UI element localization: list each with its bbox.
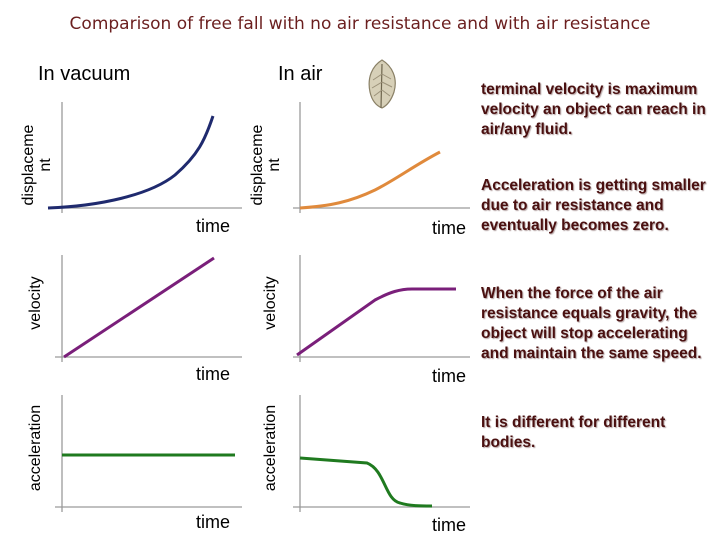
air-acceleration-ylabel: acceleration [262,404,279,492]
page-title: Comparison of free fall with no air resi… [69,14,651,34]
vacuum-displacement-axes [55,102,242,213]
vacuum-velocity-ylabel: velocity [27,276,44,330]
vacuum-velocity-line [63,256,215,359]
air-velocity-line [296,287,456,357]
vacuum-acceleration-ylabel: acceleration [27,404,44,492]
different-bodies-note: It is different for different bodies. [481,414,666,451]
force-equals-gravity-note: When the force of the air resistance equ… [481,285,702,362]
air-velocity-xlabel: time [432,366,467,386]
vacuum-displacement-ylabel: displaceme nt [20,124,54,206]
air-velocity-ylabel: velocity [262,276,279,330]
vacuum-displacement-xlabel: time [196,216,231,236]
air-displacement-xlabel: time [432,218,467,238]
terminal-velocity-note: terminal velocity is maximum velocity an… [481,81,706,138]
vacuum-acceleration-xlabel: time [196,512,231,532]
vacuum-displacement-curve [47,115,215,210]
air-velocity-axes [293,255,470,362]
acceleration-smaller-note: Acceleration is getting smaller due to a… [481,177,706,234]
vacuum-velocity-xlabel: time [196,364,231,384]
air-acceleration-xlabel: time [432,515,467,535]
air-column-title: In air [278,63,323,85]
air-displacement-ylabel: displaceme nt [249,124,283,206]
vacuum-velocity-axes [55,255,242,362]
vacuum-column-title: In vacuum [38,63,131,85]
air-displacement-axes [293,102,470,213]
feather-icon [362,56,402,112]
air-displacement-curve [299,150,441,210]
air-acceleration-axes [293,395,470,512]
air-acceleration-line [299,456,433,508]
